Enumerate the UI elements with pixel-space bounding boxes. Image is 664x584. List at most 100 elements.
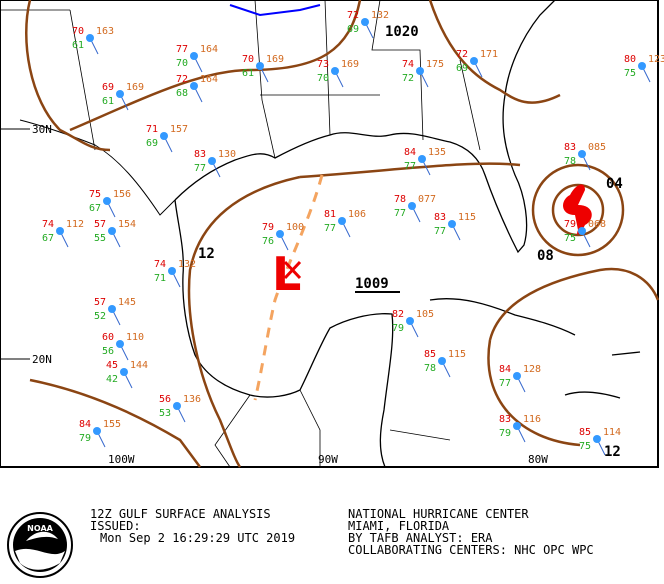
station-plot: 83 77 115 [434,212,476,241]
station-plot: 71 69 157 [146,124,188,153]
pressure: 171 [480,49,498,60]
footer-title: 12Z GULF SURFACE ANALYSIS [90,507,271,521]
temperature: 72 [176,74,188,85]
dewpoint: 67 [89,203,101,214]
pressure: 145 [118,297,136,308]
station-circle [513,372,521,380]
dewpoint: 67 [42,233,54,244]
temperature: 45 [106,360,118,371]
station-circle [578,150,586,158]
station-plot: 70 61 163 [72,26,114,55]
dewpoint: 42 [106,374,118,385]
isobar-label: 1020 [385,24,419,40]
station-circle [116,90,124,98]
station-plot: 60 56 110 [102,332,144,361]
dewpoint: 75 [624,68,636,79]
dewpoint: 52 [94,311,106,322]
station-circle [208,157,216,165]
temperature: 84 [499,364,511,375]
station-plot: 57 55 154 [94,219,136,248]
pressure: 115 [448,349,466,360]
station-circle [103,197,111,205]
lon-label: 80W [528,453,548,466]
station-circle [168,267,176,275]
isobar-label: 08 [537,248,554,264]
station-plot: 70 61 169 [242,54,284,83]
temperature: 83 [564,142,576,153]
dewpoint: 78 [424,363,436,374]
station-circle [338,217,346,225]
station-circle [190,52,198,60]
pressure: 110 [126,332,144,343]
temperature: 84 [79,419,91,430]
station-plot: 77 70 164 [176,44,218,73]
lat-label: 30N [32,123,52,136]
isobar-label: 12 [604,444,621,460]
station-circle [190,82,198,90]
isobar-label: 1009 [355,276,389,292]
temperature: 80 [624,54,636,65]
pressure: 157 [170,124,188,135]
station-plot: 84 79 155 [79,419,121,448]
temperature: 56 [159,394,171,405]
station-plot: 57 52 145 [94,297,136,326]
pressure: 106 [348,209,366,220]
pressure: 169 [341,59,359,70]
isobars [25,0,660,468]
pressure: 164 [200,44,218,55]
station-circle [438,357,446,365]
pressure: 155 [103,419,121,430]
temperature: 74 [42,219,54,230]
station-circle [256,62,264,70]
pressure: 114 [603,427,621,438]
temperature: 79 [262,222,274,233]
pressure: 132 [178,259,196,270]
pressure: 077 [418,194,436,205]
station-plot: 73 70 169 [317,59,359,88]
pressure: 112 [66,219,84,230]
dewpoint: 55 [94,233,106,244]
dewpoint: 75 [564,233,576,244]
pressure: 128 [523,364,541,375]
station-circle [56,227,64,235]
station-circle [173,402,181,410]
station-circle [578,227,586,235]
dewpoint: 72 [402,73,414,84]
station-plot: 83 79 116 [499,414,541,443]
dewpoint: 68 [176,88,188,99]
dewpoint: 77 [434,226,446,237]
pressure: 100 [286,222,304,233]
dewpoint: 61 [242,68,254,79]
station-circle [406,317,414,325]
station-plot: 79 76 100 [262,222,304,251]
station-circle [408,202,416,210]
lat-label: 20N [32,353,52,366]
hurricane-symbol [563,184,592,235]
front [229,4,321,17]
station-circle [276,230,284,238]
station-circle [416,67,424,75]
low-center [283,260,302,280]
pressure: 154 [118,219,136,230]
temperature: 57 [94,219,106,230]
station-plot: 84 77 135 [404,147,446,176]
station-plot: 85 75 114 [579,427,621,456]
temperature: 83 [499,414,511,425]
station-plot: 83 78 085 [564,142,606,171]
station-circle [86,34,94,42]
pressure: 132 [371,10,389,21]
station-plot: 72 69 132 [347,10,389,39]
temperature: 60 [102,332,114,343]
temperature: 81 [324,209,336,220]
station-plot: 82 79 105 [392,309,434,338]
pressure: 156 [113,189,131,200]
station-circle [108,305,116,313]
noaa-logo: NOAA [7,512,73,578]
coastlines [0,0,641,468]
station-plot: 78 77 077 [394,194,436,223]
pressure: 169 [266,54,284,65]
footer-city: MIAMI, FLORIDA [348,519,450,533]
footer-collab: COLLABORATING CENTERS: NHC OPC WPC [348,543,594,557]
